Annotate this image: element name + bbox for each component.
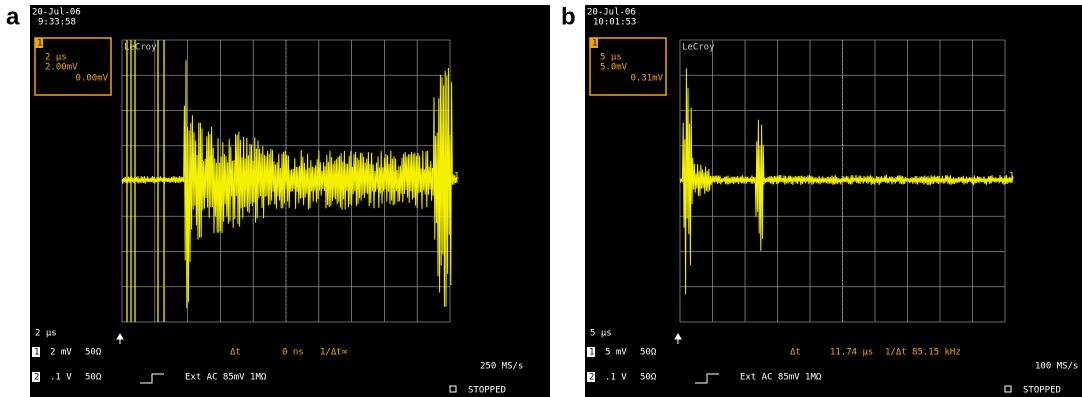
delta-t: 0 ns	[282, 348, 304, 358]
channel-num: 1	[37, 39, 42, 49]
ch2-volts: .1 V	[605, 373, 627, 383]
brand: LeCroy	[682, 43, 715, 53]
ch2-coupling: 50Ω	[640, 373, 657, 383]
time: 10:01:53	[593, 18, 636, 28]
trigger: Ext AC 85mV 1MΩ	[740, 373, 822, 383]
date: 20-Jul-06	[32, 8, 81, 18]
sample-rate: 100 MS/s	[1035, 362, 1078, 372]
delta-t-label: Δt	[790, 348, 801, 358]
inv-label: 1/Δt	[885, 348, 907, 358]
channel-num: 1	[592, 39, 597, 49]
timebase: 5 μs	[600, 53, 622, 63]
inv-value: 85.15 kHz	[912, 348, 961, 358]
brand: LeCroy	[124, 43, 157, 53]
ch1-coupling: 50Ω	[640, 348, 657, 358]
panel-label: b	[561, 3, 576, 30]
screen	[30, 5, 550, 397]
timebase-bottom: 2 μs	[35, 329, 57, 339]
figure: 20-Jul-069:33:5812 μs2.00mV0.00mVLeCroy1…	[0, 0, 1082, 397]
ch2-volts: .1 V	[50, 373, 72, 383]
delta-t-label: Δt	[230, 348, 241, 358]
time: 9:33:58	[38, 18, 76, 28]
sample-rate: 250 MS/s	[480, 362, 523, 372]
status: STOPPED	[1023, 386, 1061, 396]
timebase: 2 μs	[45, 53, 67, 63]
timebase-bottom: 5 μs	[590, 329, 612, 339]
trigger: Ext AC 85mV 1MΩ	[185, 373, 267, 383]
ch1-num: 1	[34, 348, 39, 358]
ch2-num: 2	[589, 373, 594, 383]
ch1-volts: 2 mV	[50, 348, 72, 358]
inv-value: ∞	[342, 348, 348, 358]
ch2-coupling: 50Ω	[85, 373, 102, 383]
offset: 0.00mV	[75, 74, 108, 84]
volts-div: 5.0mV	[600, 63, 628, 73]
trace-marker: 1	[454, 172, 459, 182]
offset: 0.31mV	[630, 74, 663, 84]
ch1-num: 1	[589, 348, 594, 358]
trace-marker: 1	[1009, 172, 1014, 182]
ch1-coupling: 50Ω	[85, 348, 102, 358]
inv-label: 1/Δt	[320, 348, 342, 358]
volts-div: 2.00mV	[45, 63, 78, 73]
delta-t: 11.74 μs	[830, 348, 873, 358]
date: 20-Jul-06	[587, 8, 636, 18]
ch1-volts: 5 mV	[605, 348, 627, 358]
status: STOPPED	[468, 386, 506, 396]
screen	[585, 5, 1082, 397]
panel-label: a	[6, 3, 20, 30]
ch2-num: 2	[34, 373, 39, 383]
